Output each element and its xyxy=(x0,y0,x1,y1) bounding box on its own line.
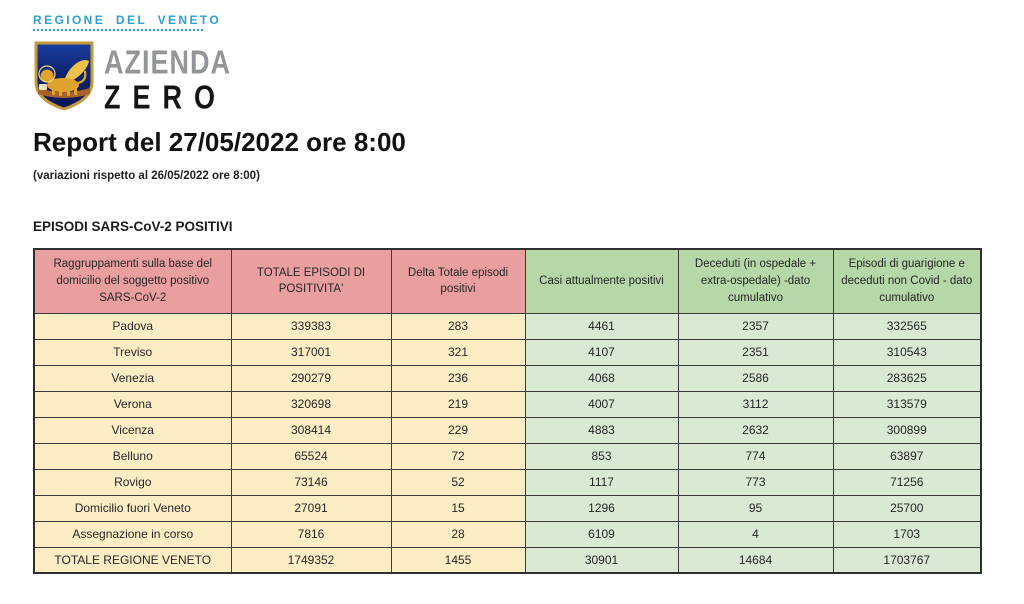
row-label: Domicilio fuori Veneto xyxy=(33,494,232,522)
data-cell: 2351 xyxy=(677,338,834,366)
column-header-4: Deceduti (in ospedale + extra-ospedale) … xyxy=(677,248,834,314)
data-cell: 72 xyxy=(390,442,526,470)
row-label: Vicenza xyxy=(33,416,232,444)
row-label: Venezia xyxy=(33,364,232,392)
table-body: Padova 339383 283 4461 2357 332565 Treviso 3170… xyxy=(33,312,982,574)
data-cell: 1703 xyxy=(832,520,982,548)
data-cell: 4068 xyxy=(524,364,679,392)
data-cell: 73146 xyxy=(230,468,392,496)
data-cell: 2357 xyxy=(677,312,834,340)
data-cell: 1749352 xyxy=(230,546,392,574)
dotted-divider xyxy=(33,27,203,31)
zero-wordmark: ZERO xyxy=(104,79,228,116)
data-cell: 313579 xyxy=(832,390,982,418)
data-cell: 14684 xyxy=(677,546,834,574)
data-cell: 1703767 xyxy=(832,546,982,574)
episodes-table: Raggruppamenti sulla base del domicilio … xyxy=(33,248,982,574)
data-cell: 310543 xyxy=(832,338,982,366)
column-header-2: Delta Totale episodi positivi xyxy=(390,248,526,314)
data-cell: 1455 xyxy=(390,546,526,574)
data-cell: 1296 xyxy=(524,494,679,522)
data-cell: 4883 xyxy=(524,416,679,444)
row-label: Padova xyxy=(33,312,232,340)
table-row: Treviso 317001 321 4107 2351 310543 xyxy=(33,338,982,366)
column-header-5: Episodi di guarigione e deceduti non Cov… xyxy=(832,248,982,314)
data-cell: 95 xyxy=(677,494,834,522)
total-row: TOTALE REGIONE VENETO 1749352 1455 30901 146… xyxy=(33,546,982,574)
table-row: Vicenza 308414 229 4883 2632 300899 xyxy=(33,416,982,444)
data-cell: 3112 xyxy=(677,390,834,418)
data-cell: 65524 xyxy=(230,442,392,470)
data-cell: 853 xyxy=(524,442,679,470)
venetian-lion-shield-icon xyxy=(34,41,94,111)
page-title: Report del 27/05/2022 ore 8:00 xyxy=(33,127,406,157)
data-cell: 52 xyxy=(390,468,526,496)
azienda-wordmark: AZIENDA xyxy=(104,44,231,81)
data-cell: 7816 xyxy=(230,520,392,548)
data-cell: 219 xyxy=(390,390,526,418)
data-cell: 4 xyxy=(677,520,834,548)
table-row: Assegnazione in corso 7816 28 6109 4 1703 xyxy=(33,520,982,548)
data-cell: 774 xyxy=(677,442,834,470)
column-header-0: Raggruppamenti sulla base del domicilio … xyxy=(33,248,232,314)
data-cell: 321 xyxy=(390,338,526,366)
row-label: Verona xyxy=(33,390,232,418)
data-cell: 229 xyxy=(390,416,526,444)
data-cell: 27091 xyxy=(230,494,392,522)
table-row: Padova 339383 283 4461 2357 332565 xyxy=(33,312,982,340)
data-cell: 1117 xyxy=(524,468,679,496)
table-row: Venezia 290279 236 4068 2586 283625 xyxy=(33,364,982,392)
data-cell: 308414 xyxy=(230,416,392,444)
table-row: Domicilio fuori Veneto 27091 15 1296 95 25700 xyxy=(33,494,982,522)
data-cell: 2586 xyxy=(677,364,834,392)
region-veneto-wordmark: REGIONE DEL VENETO xyxy=(33,13,222,27)
data-cell: 332565 xyxy=(832,312,982,340)
data-cell: 15 xyxy=(390,494,526,522)
data-cell: 4461 xyxy=(524,312,679,340)
data-cell: 290279 xyxy=(230,364,392,392)
data-cell: 283 xyxy=(390,312,526,340)
data-cell: 30901 xyxy=(524,546,679,574)
data-cell: 4007 xyxy=(524,390,679,418)
data-cell: 2632 xyxy=(677,416,834,444)
data-cell: 28 xyxy=(390,520,526,548)
data-cell: 4107 xyxy=(524,338,679,366)
data-cell: 63897 xyxy=(832,442,982,470)
column-header-1: TOTALE EPISODI DI POSITIVITA' xyxy=(230,248,392,314)
table-row: Verona 320698 219 4007 3112 313579 xyxy=(33,390,982,418)
data-cell: 773 xyxy=(677,468,834,496)
row-label: TOTALE REGIONE VENETO xyxy=(33,546,232,574)
data-cell: 25700 xyxy=(832,494,982,522)
row-label: Rovigo xyxy=(33,468,232,496)
data-cell: 339383 xyxy=(230,312,392,340)
data-cell: 317001 xyxy=(230,338,392,366)
table-row: Rovigo 73146 52 1117 773 71256 xyxy=(33,468,982,496)
row-label: Assegnazione in corso xyxy=(33,520,232,548)
column-header-3: Casi attualmente positivi xyxy=(524,248,679,314)
table-row: Belluno 65524 72 853 774 63897 xyxy=(33,442,982,470)
data-cell: 6109 xyxy=(524,520,679,548)
row-label: Treviso xyxy=(33,338,232,366)
page-subtitle: (variazioni rispetto al 26/05/2022 ore 8… xyxy=(33,170,260,182)
header-row: Raggruppamenti sulla base del domicilio … xyxy=(33,248,982,314)
data-cell: 71256 xyxy=(832,468,982,496)
data-cell: 320698 xyxy=(230,390,392,418)
data-cell: 236 xyxy=(390,364,526,392)
data-cell: 300899 xyxy=(832,416,982,444)
row-label: Belluno xyxy=(33,442,232,470)
section-heading: EPISODI SARS-CoV-2 POSITIVI xyxy=(33,219,233,234)
data-cell: 283625 xyxy=(832,364,982,392)
